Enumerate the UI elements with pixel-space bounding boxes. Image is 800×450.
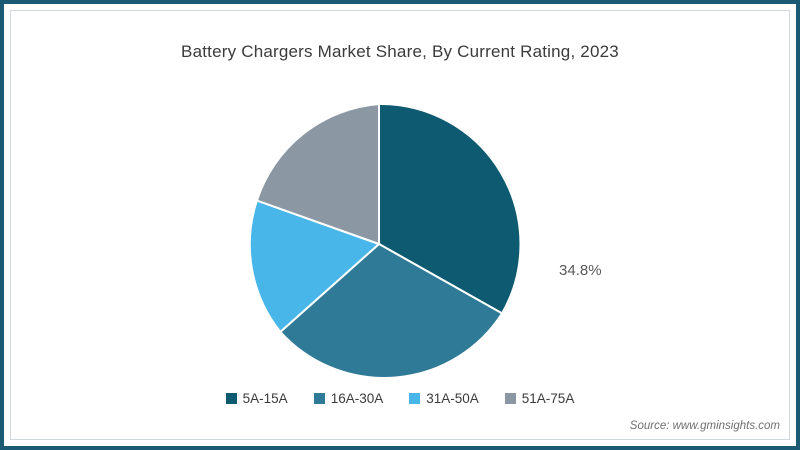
- percentage-label-5a-15a: 34.8%: [559, 262, 602, 279]
- legend-item-31a-50a[interactable]: 31A-50A: [409, 391, 479, 406]
- legend-label-51a-75a: 51A-75A: [522, 391, 575, 406]
- chart-window: Battery Chargers Market Share, By Curren…: [0, 0, 800, 450]
- legend-item-51a-75a[interactable]: 51A-75A: [505, 391, 575, 406]
- legend-label-16a-30a: 16A-30A: [331, 391, 384, 406]
- legend-item-16a-30a[interactable]: 16A-30A: [314, 391, 384, 406]
- legend-label-5a-15a: 5A-15A: [243, 391, 288, 406]
- legend-swatch-5a-15a: [226, 393, 237, 404]
- legend-swatch-31a-50a: [409, 393, 420, 404]
- pie-chart[interactable]: [229, 94, 529, 394]
- chart-legend: 5A-15A 16A-30A 31A-50A 51A-75A: [4, 391, 796, 406]
- source-citation: Source: www.gminsights.com: [630, 420, 780, 432]
- legend-label-31a-50a: 31A-50A: [426, 391, 479, 406]
- chart-title: Battery Chargers Market Share, By Curren…: [4, 42, 796, 62]
- pie-chart-svg[interactable]: [229, 94, 529, 394]
- chart-area: 34.8%: [4, 94, 796, 374]
- legend-swatch-16a-30a: [314, 393, 325, 404]
- legend-swatch-51a-75a: [505, 393, 516, 404]
- legend-item-5a-15a[interactable]: 5A-15A: [226, 391, 288, 406]
